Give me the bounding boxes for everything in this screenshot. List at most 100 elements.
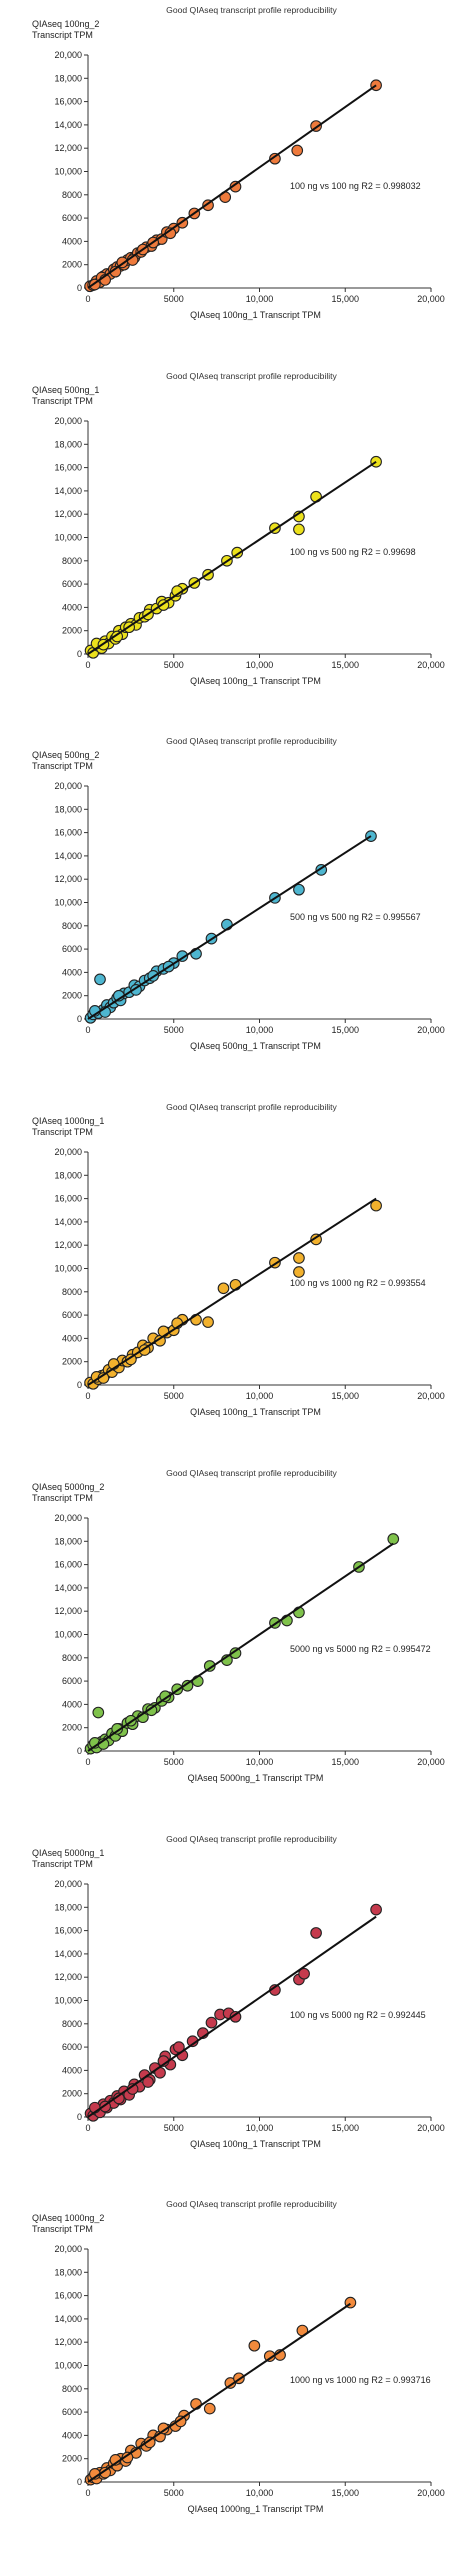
y-tick-label: 2000	[62, 2088, 82, 2098]
y-tick-label: 10,000	[55, 1995, 82, 2005]
x-tick-label: 0	[86, 660, 91, 670]
x-tick-label: 5000	[164, 2122, 184, 2132]
data-point	[310, 1926, 322, 1939]
data-point	[92, 1706, 105, 1719]
y-tick-label: 0	[77, 1014, 82, 1024]
r2-annotation: 100 ng vs 500 ng R2 = 0.99698	[290, 547, 416, 557]
y-tick-label: 0	[77, 1380, 82, 1390]
y-tick-label: 4000	[62, 2431, 82, 2441]
y-tick-label: 0	[77, 283, 82, 293]
x-tick-label: 20,000	[417, 294, 444, 304]
y-tick-label: 10,000	[55, 2361, 82, 2371]
y-tick-label: 6000	[62, 579, 82, 589]
data-point	[293, 884, 305, 896]
y-tick-label: 12,000	[55, 1240, 82, 1250]
x-tick-label: 15,000	[332, 1391, 359, 1401]
chart-panel: Good QIAseq transcript profile reproduci…	[32, 5, 445, 320]
y-tick-label: 14,000	[55, 1217, 82, 1227]
x-tick-label: 20,000	[417, 1391, 444, 1401]
y-tick-label: 14,000	[55, 1948, 82, 1958]
trendline	[87, 2303, 351, 2484]
y-tick-label: 4000	[62, 236, 82, 246]
y-tick-label: 18,000	[55, 2267, 82, 2277]
y-tick-label: 0	[77, 2111, 82, 2121]
y-tick-label: 10,000	[55, 1629, 82, 1639]
y-tick-label: 2000	[62, 2454, 82, 2464]
chart-panel: Good QIAseq transcript profile reproduci…	[32, 371, 445, 686]
x-tick-label: 20,000	[417, 2122, 444, 2132]
y-tick-label: 4000	[62, 1333, 82, 1343]
y-tick-label: 10,000	[55, 532, 82, 542]
y-axis-label: Transcript TPM	[32, 1858, 93, 1868]
y-tick-label: 6000	[62, 2042, 82, 2052]
y-tick-label: 12,000	[55, 1606, 82, 1616]
x-axis-label: QIAseq 100ng_1 Transcript TPM	[190, 1407, 321, 1417]
y-tick-label: 14,000	[55, 851, 82, 861]
data-point	[293, 1266, 305, 1278]
y-tick-label: 20,000	[55, 1147, 82, 1157]
x-tick-label: 5000	[164, 1025, 184, 1035]
y-axis-label: QIAseq 500ng_1	[32, 385, 99, 395]
y-tick-label: 8000	[62, 1287, 82, 1297]
y-tick-label: 20,000	[55, 50, 82, 60]
r2-annotation: 5000 ng vs 5000 ng R2 = 0.995472	[290, 1644, 431, 1654]
chart-title: Good QIAseq transcript profile reproduci…	[166, 2199, 337, 2209]
x-tick-label: 10,000	[246, 1391, 273, 1401]
y-tick-label: 12,000	[55, 875, 82, 885]
trendline	[87, 1542, 394, 1752]
y-tick-label: 12,000	[55, 509, 82, 519]
y-axis-label: Transcript TPM	[32, 396, 93, 406]
data-point	[173, 2040, 185, 2053]
chart-panel: Good QIAseq transcript profile reproduci…	[32, 1468, 445, 1783]
y-tick-label: 6000	[62, 944, 82, 954]
x-tick-label: 5000	[164, 660, 184, 670]
chart-title: Good QIAseq transcript profile reproduci…	[166, 1468, 337, 1478]
x-axis-label: QIAseq 100ng_1 Transcript TPM	[190, 676, 321, 686]
y-tick-label: 16,000	[55, 1559, 82, 1569]
y-tick-label: 18,000	[55, 439, 82, 449]
y-tick-label: 20,000	[55, 781, 82, 791]
y-tick-label: 2000	[62, 991, 82, 1001]
y-tick-label: 14,000	[55, 1583, 82, 1593]
data-point	[370, 1903, 382, 1915]
data-point	[145, 1704, 158, 1716]
x-tick-label: 10,000	[246, 660, 273, 670]
y-axis-label: Transcript TPM	[32, 2224, 93, 2234]
y-tick-label: 12,000	[55, 143, 82, 153]
trendline	[87, 835, 372, 1021]
x-tick-label: 10,000	[246, 2122, 273, 2132]
y-tick-label: 8000	[62, 2384, 82, 2394]
y-tick-label: 16,000	[55, 97, 82, 107]
data-point	[203, 1659, 216, 1672]
x-tick-label: 20,000	[417, 1757, 444, 1767]
chart-title: Good QIAseq transcript profile reproduci…	[166, 371, 337, 381]
data-point	[202, 1316, 214, 1329]
chart-title: Good QIAseq transcript profile reproduci…	[166, 1102, 337, 1112]
y-tick-label: 10,000	[55, 166, 82, 176]
y-tick-label: 2000	[62, 260, 82, 270]
data-point	[293, 1252, 305, 1264]
y-tick-label: 8000	[62, 2018, 82, 2028]
y-axis-label: QIAseq 1000ng_1	[32, 1116, 104, 1126]
y-tick-label: 4000	[62, 2065, 82, 2075]
y-tick-label: 2000	[62, 625, 82, 635]
x-tick-label: 0	[86, 2488, 91, 2498]
data-point	[157, 2422, 170, 2435]
y-tick-label: 8000	[62, 555, 82, 565]
y-axis-label: Transcript TPM	[32, 30, 93, 40]
y-axis-label: Transcript TPM	[32, 1493, 93, 1503]
x-axis-label: QIAseq 1000ng_1 Transcript TPM	[188, 2504, 324, 2514]
data-point	[159, 1690, 172, 1702]
y-tick-label: 8000	[62, 921, 82, 931]
r2-annotation: 100 ng vs 100 ng R2 = 0.998032	[290, 181, 421, 191]
y-tick-label: 12,000	[55, 1972, 82, 1982]
trendline	[87, 1915, 377, 2118]
r2-annotation: 100 ng vs 5000 ng R2 = 0.992445	[290, 2009, 426, 2019]
y-tick-label: 16,000	[55, 828, 82, 838]
x-tick-label: 5000	[164, 2488, 184, 2498]
chart-title: Good QIAseq transcript profile reproduci…	[166, 1833, 337, 1843]
chart-panel: Good QIAseq transcript profile reproduci…	[32, 736, 445, 1051]
y-axis-label: QIAseq 1000ng_2	[32, 2213, 104, 2223]
y-tick-label: 0	[77, 1746, 82, 1756]
